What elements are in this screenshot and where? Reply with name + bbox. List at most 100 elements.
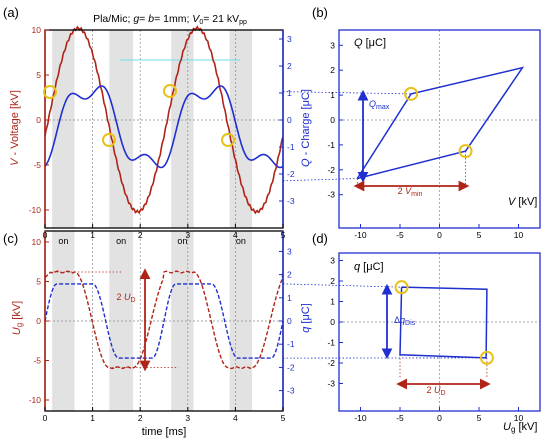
on-label-3: on — [236, 236, 246, 246]
curves — [44, 25, 525, 370]
ytick-label-d-4: 1 — [330, 297, 335, 307]
ytick-label-a-left-1: -5 — [33, 160, 41, 170]
ytick-label-c-right-3: 0 — [287, 316, 292, 326]
ytick-label-a-right-4: 1 — [287, 88, 292, 98]
ytick-label-a-right-2: -1 — [287, 142, 295, 152]
ytick-label-c-right-4: 1 — [287, 293, 292, 303]
xtick-label-b-4: 10 — [514, 230, 524, 240]
ytick-label-a-right-5: 2 — [287, 61, 292, 71]
panel-d-ylabel: q [μC] — [354, 261, 384, 273]
operating-point-circle-a2 — [102, 133, 116, 147]
xtick-label-d-4: 10 — [514, 413, 524, 423]
xtick-label-d-1: -5 — [396, 413, 404, 423]
on-label-0: on — [58, 236, 68, 246]
xtick-label-c-0: 0 — [43, 413, 48, 423]
panel-b-ylabel: Q [μC] — [354, 37, 386, 49]
xtick-label-c-2: 2 — [138, 413, 143, 423]
ytick-label-a-right-1: -2 — [287, 169, 295, 179]
xtick-label-a-2: 2 — [138, 230, 143, 240]
ytick-label-d-0: -3 — [327, 379, 335, 389]
dq-label: ΔqDis — [394, 315, 416, 327]
operating-point-circle-b2 — [458, 144, 473, 159]
xtick-label-a-3: 3 — [185, 230, 190, 240]
link-dq-top — [282, 283, 402, 288]
on-label-1: on — [116, 236, 126, 246]
ytick-label-b-6: 3 — [330, 40, 335, 50]
xtick-label-a-5: 5 — [281, 230, 286, 240]
ytick-label-a-left-0: -10 — [29, 205, 42, 215]
panel-a-right-ylabel: Q - Charge [μC] — [300, 89, 312, 167]
ytick-label-d-2: -1 — [327, 338, 335, 348]
ytick-label-a-right-0: -3 — [287, 196, 295, 206]
panel-b-xlabel: V [kV] — [508, 196, 537, 208]
qu-lissajous — [399, 286, 488, 359]
qv-lissajous — [356, 66, 525, 180]
ytick-label-c-right-2: -1 — [287, 339, 295, 349]
ug-curve — [44, 270, 284, 370]
ytick-label-d-3: 0 — [330, 317, 335, 327]
ytick-label-c-right-5: 2 — [287, 270, 292, 280]
panel-label-c: (c) — [3, 231, 18, 246]
xtick-label-b-3: 5 — [477, 230, 482, 240]
xtick-label-c-1: 1 — [90, 413, 95, 423]
ytick-label-b-2: -1 — [327, 140, 335, 150]
operating-point-circle-a1 — [43, 85, 57, 99]
panel-label-b: (b) — [312, 5, 328, 20]
ytick-label-a-left-2: 0 — [36, 115, 41, 125]
panel-c-right-ylabel: q [μC] — [300, 303, 312, 333]
ytick-label-d-6: 3 — [330, 256, 335, 266]
xtick-label-b-0: -10 — [354, 230, 367, 240]
panel-d-xlabel: Ug [kV] — [503, 421, 537, 434]
ytick-label-a-right-6: 3 — [287, 34, 292, 44]
operating-point-circle-b1 — [404, 86, 419, 101]
ytick-label-d-5: 2 — [330, 276, 335, 286]
ytick-label-c-right-6: 3 — [287, 246, 292, 256]
ytick-label-a-left-4: 10 — [32, 25, 42, 35]
xtick-label-c-5: 5 — [281, 413, 286, 423]
ytick-label-c-left-1: -5 — [33, 356, 41, 366]
xtick-label-d-2: 0 — [437, 413, 442, 423]
operating-point-circle-d1 — [394, 280, 409, 295]
panel-a-left-ylabel: V - Voltage [kV] — [9, 90, 21, 166]
xtick-label-c-3: 3 — [185, 413, 190, 423]
ytick-label-c-left-4: 10 — [32, 237, 42, 247]
xtick-label-b-2: 0 — [437, 230, 442, 240]
xtick-label-c-4: 4 — [233, 413, 238, 423]
on-shade-a-0 — [52, 30, 75, 228]
xtick-label-b-1: -5 — [396, 230, 404, 240]
ytick-label-b-4: 1 — [330, 90, 335, 100]
xtick-label-d-0: -10 — [354, 413, 367, 423]
vmin-label: 2 Vmin — [398, 186, 423, 198]
operating-point-circle-a3 — [163, 84, 177, 98]
ytick-label-a-right-3: 0 — [287, 115, 292, 125]
on-label-2: on — [177, 236, 187, 246]
ticks: 0 1 2 3 4 50 1 2 3 4 5-10-50510-3-2-10123-10-50510… — [29, 25, 524, 423]
on-shade-a-1 — [109, 30, 134, 228]
ytick-label-c-left-2: 0 — [36, 316, 41, 326]
panel-c-xlabel: time [ms] — [142, 426, 187, 438]
voltage-curve — [44, 25, 284, 215]
ud-label-d: 2 UD — [426, 385, 445, 397]
ytick-label-b-5: 2 — [330, 65, 335, 75]
ytick-label-b-3: 0 — [330, 115, 335, 125]
charge-curve — [44, 85, 284, 169]
xtick-label-a-1: 1 — [90, 230, 95, 240]
xtick-label-d-3: 5 — [477, 413, 482, 423]
ytick-label-c-left-3: 5 — [36, 277, 41, 287]
operating-point-circle-d2 — [479, 350, 494, 365]
qmax-label: Qmax — [369, 99, 390, 111]
xtick-label-a-0: 0 — [43, 230, 48, 240]
q-curve — [44, 283, 284, 359]
panel-a-title: Pla/Mic; g= b= 1mm; V0= 21 kVpp — [93, 13, 247, 26]
panel-label-d: (d) — [312, 231, 328, 246]
annotations: on on on on — [43, 84, 494, 390]
ytick-label-a-left-3: 5 — [36, 70, 41, 80]
ytick-label-c-right-1: -2 — [287, 362, 295, 372]
ytick-label-c-left-0: -10 — [29, 395, 42, 405]
on-shade-c-0 — [52, 231, 75, 411]
panel-c-left-ylabel: Ug [kV] — [11, 301, 24, 335]
ytick-label-d-1: -2 — [327, 358, 335, 368]
ytick-label-b-1: -2 — [327, 165, 335, 175]
xtick-label-a-4: 4 — [233, 230, 238, 240]
